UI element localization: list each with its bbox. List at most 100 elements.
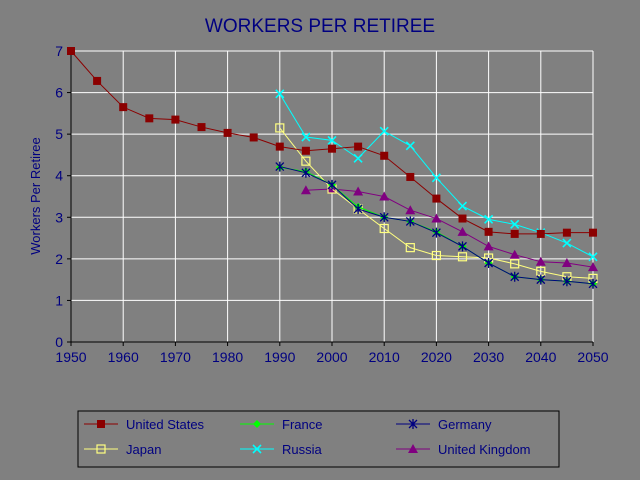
point-germany-2015 bbox=[405, 216, 415, 227]
point-russia-2025 bbox=[457, 201, 468, 211]
x-tick-label-2030: 2030 bbox=[473, 349, 504, 365]
series-layer bbox=[67, 47, 598, 289]
legend-marker-united-states bbox=[97, 420, 105, 428]
point-united-states-1995 bbox=[301, 146, 310, 155]
legend-label-united-kingdom: United Kingdom bbox=[438, 442, 531, 457]
legend: United States France Germany Japan Russia Uni… bbox=[77, 410, 560, 468]
series-germany bbox=[275, 161, 598, 289]
point-united-states-2010 bbox=[380, 151, 389, 160]
y-tick-label-0: 0 bbox=[55, 334, 63, 350]
point-japan-1990 bbox=[275, 123, 285, 133]
x-tick-label-1990: 1990 bbox=[264, 349, 295, 365]
point-united-states-2035 bbox=[510, 229, 519, 238]
series-line-united-kingdom bbox=[305, 188, 594, 268]
y-tick-label-4: 4 bbox=[55, 168, 63, 184]
chart-title: WORKERS PER RETIREE bbox=[205, 16, 435, 37]
point-united-states-1965 bbox=[145, 114, 154, 123]
point-russia-2015 bbox=[405, 141, 415, 151]
point-germany-1995 bbox=[301, 167, 311, 178]
y-tick-label-1: 1 bbox=[55, 292, 63, 308]
legend-label-russia: Russia bbox=[282, 442, 323, 457]
point-germany-2045 bbox=[562, 276, 572, 287]
legend-marker-russia bbox=[252, 444, 262, 454]
series-united-states bbox=[67, 47, 597, 238]
x-tick-label-1970: 1970 bbox=[160, 349, 191, 365]
point-united-kingdom-1995 bbox=[300, 185, 311, 195]
point-japan-2025 bbox=[457, 252, 468, 262]
point-united-states-1975 bbox=[197, 123, 206, 132]
point-germany-1990 bbox=[275, 161, 285, 172]
point-united-states-2015 bbox=[406, 172, 415, 181]
point-germany-2010 bbox=[379, 212, 389, 223]
legend-label-japan: Japan bbox=[126, 442, 161, 457]
point-germany-2030 bbox=[484, 258, 494, 269]
point-united-states-2045 bbox=[562, 228, 571, 237]
point-japan-2010 bbox=[379, 223, 389, 234]
point-russia-2010 bbox=[379, 126, 389, 136]
legend-marker-germany bbox=[408, 419, 418, 429]
axes bbox=[67, 50, 594, 346]
point-japan-2020 bbox=[431, 250, 441, 261]
point-germany-2040 bbox=[536, 274, 546, 285]
point-russia-2005 bbox=[353, 153, 363, 163]
legend-item-germany: Germany bbox=[396, 417, 492, 432]
y-axis-label: Workers Per Retiree bbox=[28, 137, 43, 255]
point-united-states-2030 bbox=[484, 227, 493, 236]
point-united-states-2050 bbox=[589, 228, 597, 237]
point-united-kingdom-2020 bbox=[431, 213, 442, 223]
point-germany-2025 bbox=[458, 241, 467, 252]
point-germany-2020 bbox=[431, 227, 441, 238]
point-united-states-1990 bbox=[275, 142, 284, 151]
point-united-states-1985 bbox=[249, 133, 258, 142]
point-russia-2000 bbox=[327, 135, 337, 145]
point-united-states-1960 bbox=[119, 103, 128, 112]
point-united-kingdom-2025 bbox=[457, 226, 468, 236]
x-tick-label-1980: 1980 bbox=[212, 349, 243, 365]
x-tick-label-2000: 2000 bbox=[316, 349, 347, 365]
legend-box bbox=[77, 410, 560, 468]
x-tick-label-1960: 1960 bbox=[108, 349, 139, 365]
y-tick-label-5: 5 bbox=[55, 126, 63, 142]
point-united-states-2020 bbox=[432, 194, 441, 203]
legend-item-united-states: United States bbox=[84, 417, 205, 432]
point-russia-2045 bbox=[562, 238, 572, 248]
legend-item-france: France bbox=[240, 417, 322, 432]
point-germany-2005 bbox=[353, 203, 363, 214]
point-germany-2050 bbox=[588, 278, 598, 289]
point-japan-1995 bbox=[301, 156, 311, 166]
y-tick-label-7: 7 bbox=[55, 43, 63, 59]
legend-item-russia: Russia bbox=[240, 442, 323, 457]
x-tick-label-2040: 2040 bbox=[525, 349, 556, 365]
point-united-kingdom-2050 bbox=[588, 262, 598, 272]
point-russia-2035 bbox=[510, 219, 520, 229]
point-united-kingdom-2035 bbox=[509, 249, 520, 259]
x-tick-label-2010: 2010 bbox=[369, 349, 400, 365]
point-russia-2030 bbox=[484, 214, 494, 224]
legend-marker-united-kingdom bbox=[408, 444, 418, 453]
point-united-states-1970 bbox=[171, 115, 180, 124]
tick-labels: 1950 1960 1970 1980 1990 2000 2010 2020 2030 2040… bbox=[55, 43, 609, 365]
point-russia-1990 bbox=[275, 89, 285, 99]
point-russia-2020 bbox=[431, 173, 441, 183]
point-united-kingdom-2010 bbox=[379, 191, 390, 201]
point-united-states-2025 bbox=[458, 214, 467, 223]
legend-marker-japan bbox=[96, 444, 106, 454]
legend-label-united-states: United States bbox=[126, 417, 205, 432]
x-tick-label-2020: 2020 bbox=[421, 349, 452, 365]
legend-item-japan: Japan bbox=[84, 442, 161, 457]
x-tick-label-2050: 2050 bbox=[577, 349, 608, 365]
grid-lines bbox=[71, 50, 594, 342]
point-united-states-2005 bbox=[354, 142, 363, 151]
point-united-kingdom-2040 bbox=[535, 256, 546, 266]
point-russia-1995 bbox=[301, 132, 311, 142]
legend-marker-france bbox=[253, 420, 261, 428]
point-united-kingdom-2045 bbox=[561, 258, 572, 268]
point-united-states-1950 bbox=[67, 47, 75, 55]
point-japan-2015 bbox=[405, 243, 415, 253]
point-russia-2050 bbox=[588, 252, 598, 262]
x-tick-label-1950: 1950 bbox=[55, 349, 86, 365]
point-united-states-1955 bbox=[93, 76, 102, 85]
point-united-states-2000 bbox=[328, 144, 336, 153]
legend-label-germany: Germany bbox=[438, 417, 492, 432]
